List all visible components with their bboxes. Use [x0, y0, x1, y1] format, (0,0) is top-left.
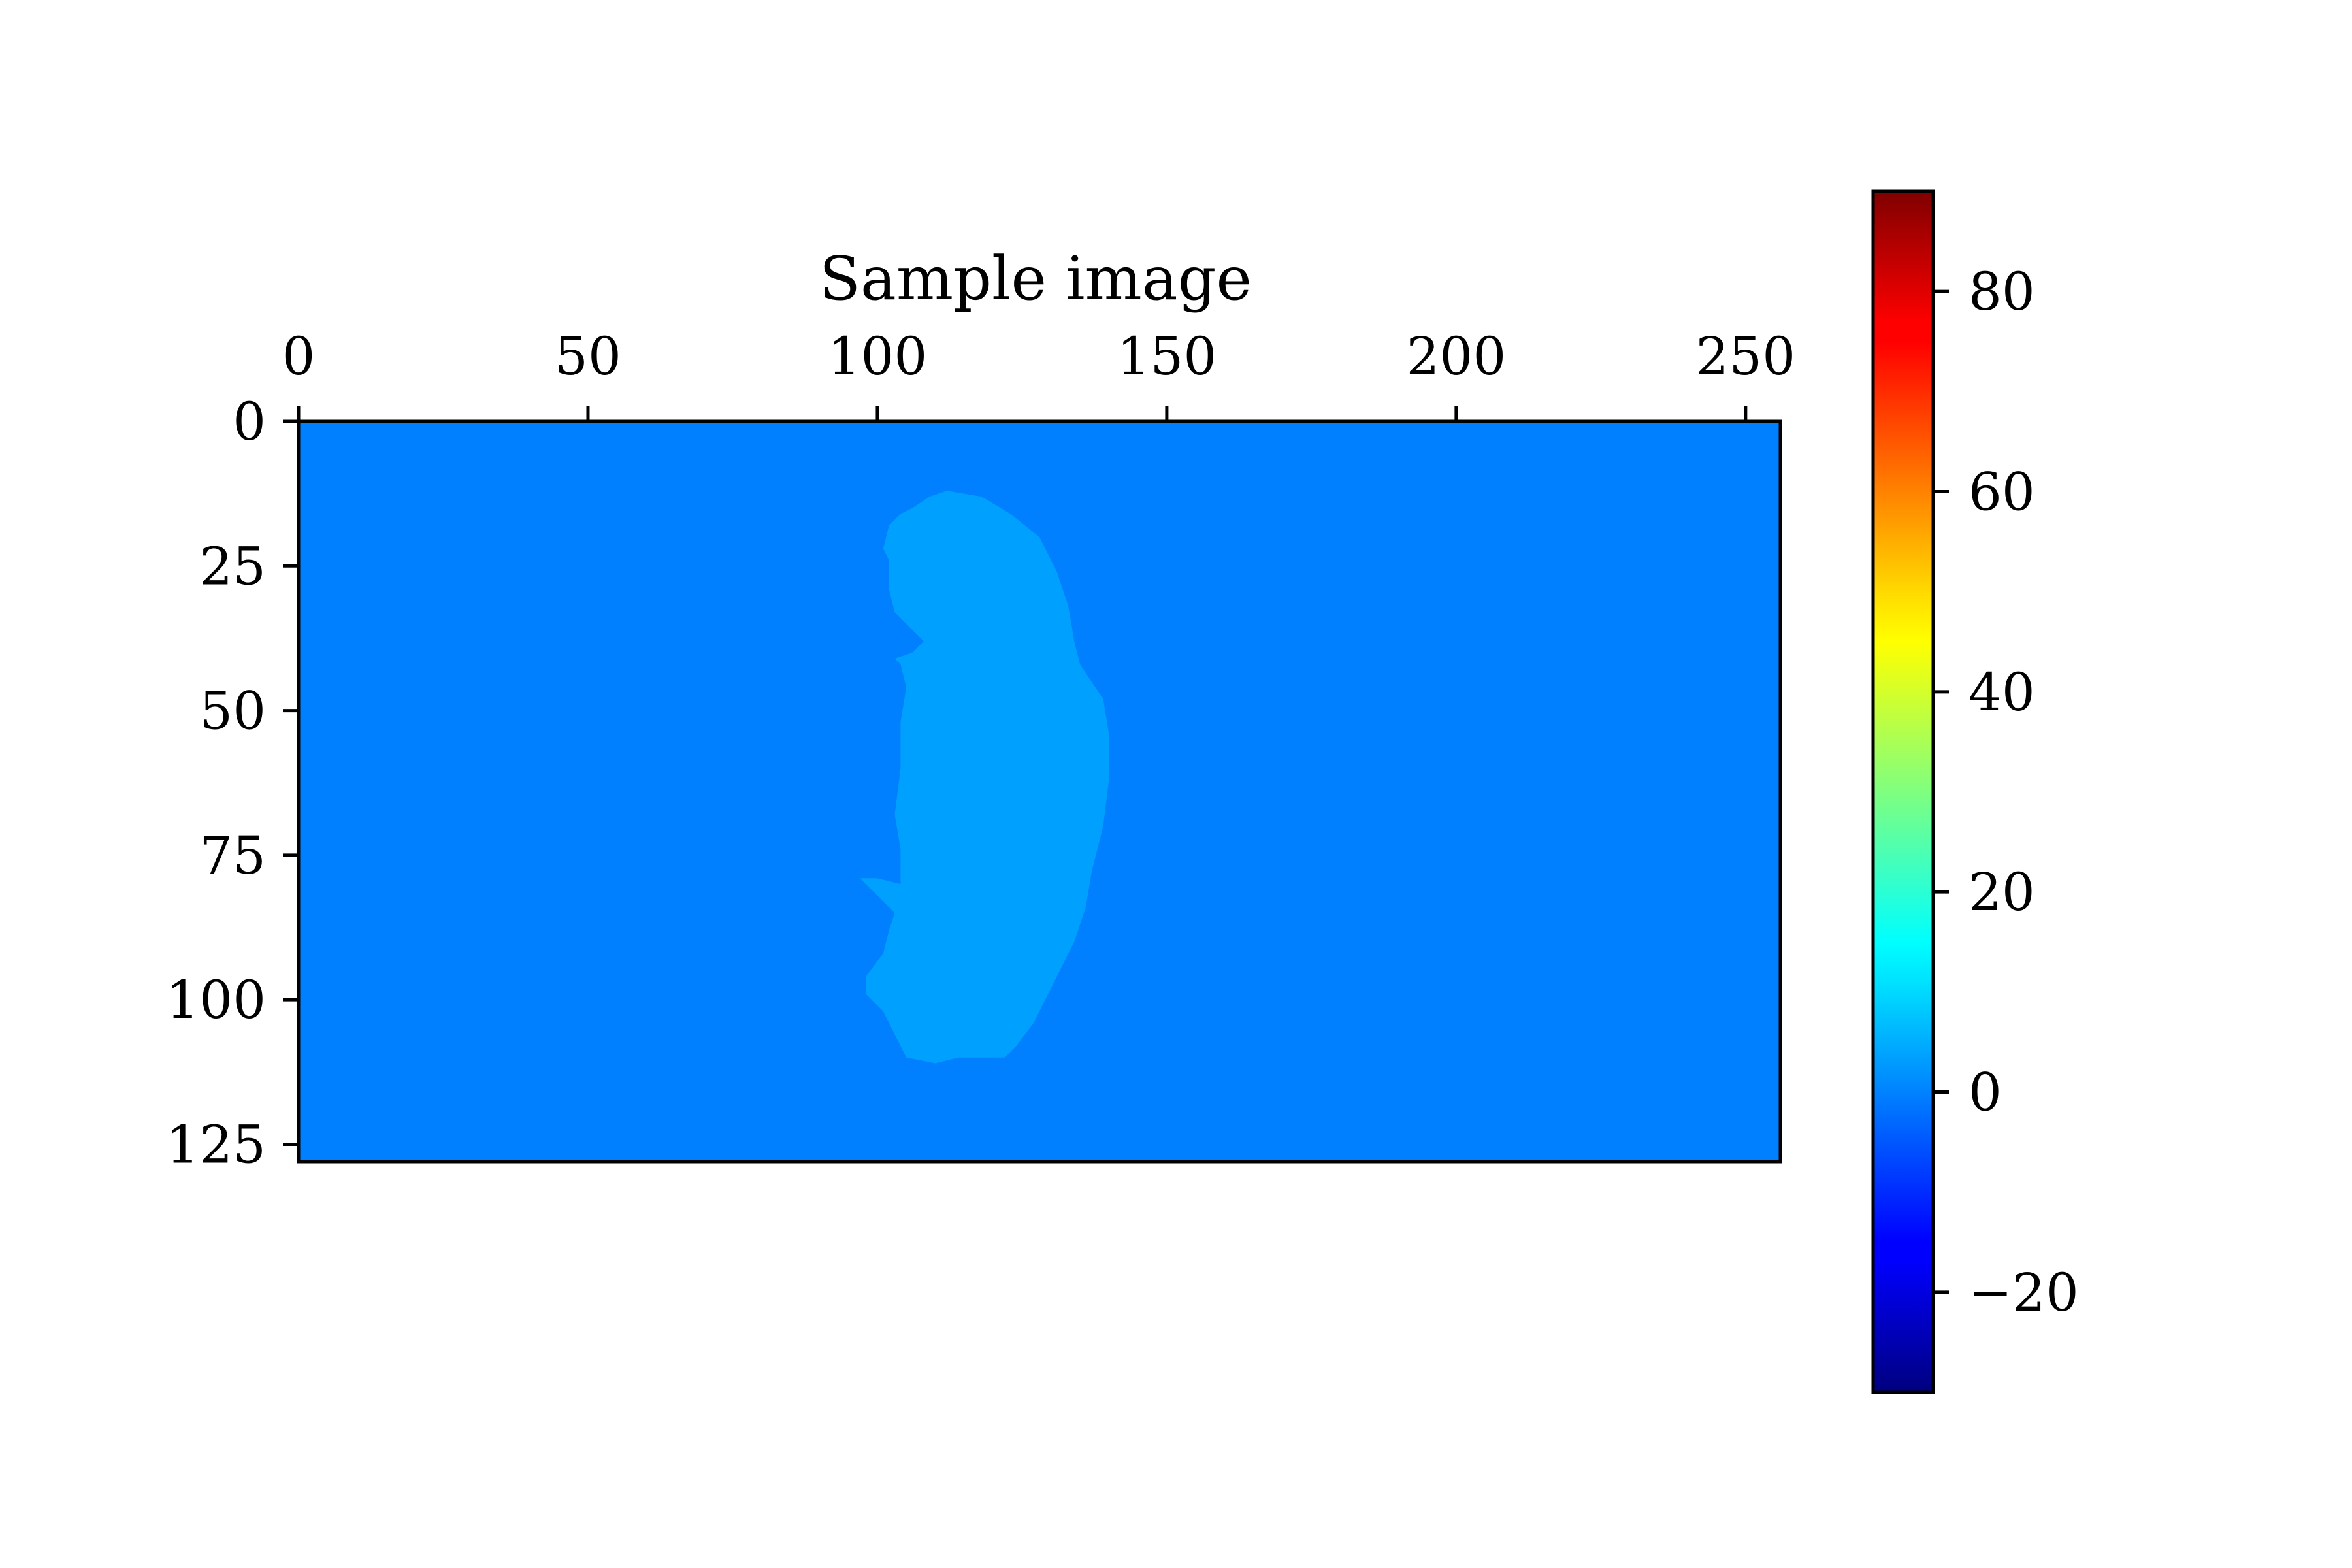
colorbar: −20 0 20 40 60 80	[1871, 189, 2079, 1394]
x-tick-label: 150	[1117, 326, 1217, 387]
x-tick-label: 50	[555, 326, 621, 387]
y-tick-label: 0	[233, 391, 266, 452]
x-axis: 0 50 100 150 200 250	[282, 326, 1795, 421]
x-tick-label: 0	[282, 326, 316, 387]
x-tick-label: 200	[1407, 326, 1507, 387]
y-axis: 0 25 50 75 100 125	[166, 391, 299, 1175]
chart-title: Sample image	[819, 244, 1252, 314]
colorbar-tick-label: 20	[1968, 862, 2035, 923]
y-tick-label: 75	[199, 825, 266, 886]
y-tick-label: 100	[166, 970, 266, 1030]
plot-frame	[297, 419, 1782, 1164]
x-tick-label: 100	[828, 326, 928, 387]
plot-area	[297, 419, 1782, 1164]
colorbar-tick-label: −20	[1968, 1262, 2079, 1323]
colorbar-tick-label: 80	[1968, 261, 2035, 322]
colorbar-fill	[1871, 189, 1935, 1394]
colorbar-tick-label: 40	[1968, 662, 2035, 723]
y-tick-label: 50	[199, 681, 266, 742]
colorbar-tick-label: 0	[1968, 1062, 2002, 1123]
y-tick-label: 25	[199, 536, 266, 596]
x-tick-label: 250	[1695, 326, 1795, 387]
y-tick-label: 125	[166, 1114, 266, 1175]
heatmap-region	[860, 491, 1109, 1064]
colorbar-tick-label: 60	[1968, 462, 2035, 523]
colorbar-ticks: −20 0 20 40 60 80	[1933, 261, 2079, 1323]
